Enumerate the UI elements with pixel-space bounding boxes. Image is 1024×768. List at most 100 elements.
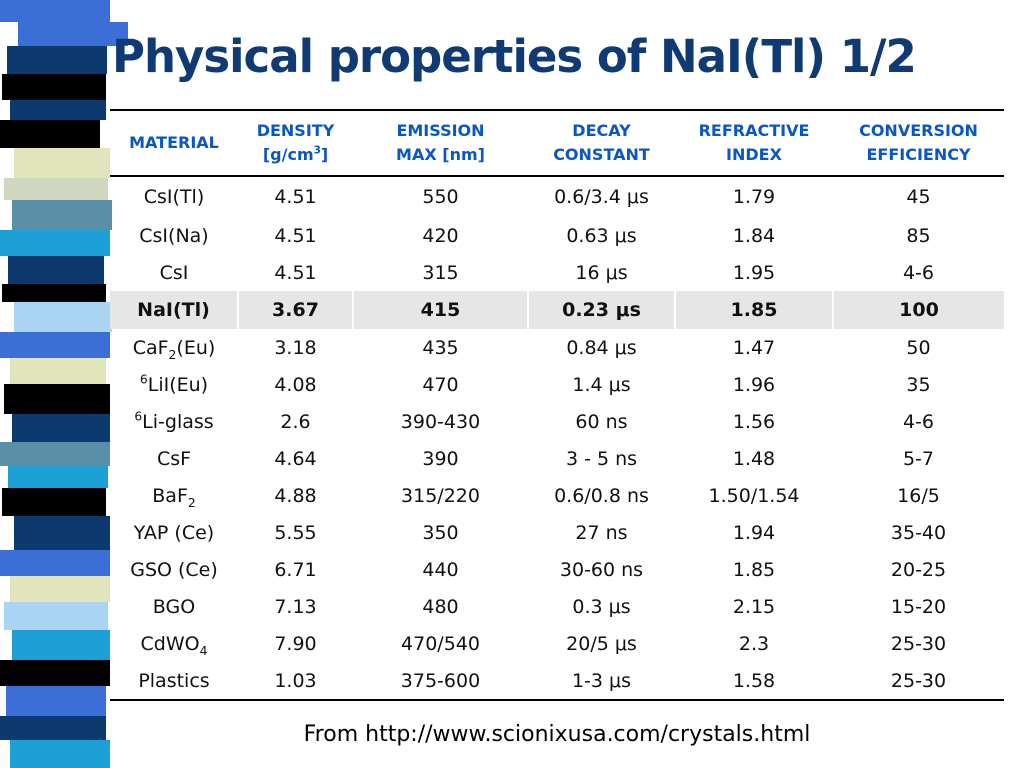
stripe-band: [18, 22, 128, 46]
material-cell: Plastics: [110, 662, 238, 700]
stripe-band: [2, 284, 106, 302]
table-row: 6Li-glass 2.6 390-430 60 ns 1.56 4-6: [110, 403, 1004, 440]
header-decay: DECAY CONSTANT: [528, 110, 675, 176]
density-cell: 7.13: [274, 595, 317, 618]
material-name: NaI(Tl): [137, 299, 210, 321]
emission-cell: 550: [422, 186, 459, 208]
stripe-band: [14, 516, 110, 550]
formula-subscript: 4: [199, 643, 208, 658]
density-cell: 6.71: [274, 558, 317, 581]
stripe-band: [0, 550, 110, 576]
refractive-cell: 1.95: [732, 261, 776, 284]
conversion-cell: 16/5: [897, 484, 940, 507]
slide-title: Physical properties of NaI(Tl) 1/2: [112, 30, 917, 83]
density-cell: 4.51: [274, 224, 317, 247]
refractive-cell: 2.15: [732, 595, 776, 618]
decay-cell: 0.6/0.8 ns: [554, 484, 649, 507]
material-cell: BGO: [110, 588, 238, 625]
refractive-cell: 1.84: [732, 224, 776, 247]
refractive-cell: 1.58: [732, 669, 776, 692]
stripe-band: [14, 302, 112, 332]
stripe-band: [7, 46, 107, 74]
density-cell: 4.51: [274, 186, 317, 208]
header-emission: EMISSION MAX [nm]: [353, 110, 528, 176]
refractive-cell: 2.3: [738, 632, 770, 655]
table-header: MATERIAL DENSITY [g/cm3] EMISSION MAX [nm] DE…: [110, 110, 1004, 176]
stripe-band: [0, 442, 110, 466]
conversion-cell: 15-20: [890, 595, 947, 618]
conversion-cell: 4-6: [902, 261, 935, 284]
header-line1: MATERIAL: [129, 133, 219, 152]
emission-cell: 435: [422, 336, 459, 359]
properties-table: MATERIAL DENSITY [g/cm3] EMISSION MAX [nm] DE…: [110, 109, 1004, 701]
conversion-cell: 85: [906, 224, 931, 247]
conversion-cell: 20-25: [890, 558, 947, 581]
conversion-cell: 100: [832, 291, 1004, 329]
decay-cell: 60 ns: [575, 410, 628, 433]
stripe-band: [0, 660, 110, 686]
refractive-cell: 1.96: [732, 373, 776, 396]
decay-cell: 3 - 5 ns: [565, 447, 638, 470]
material-name: Li-glass: [142, 410, 214, 433]
decay-cell: 1.4 μs: [572, 373, 631, 396]
emission-cell: 420: [422, 224, 459, 247]
header-line1: DECAY: [572, 121, 631, 140]
material-name: BGO: [152, 595, 196, 618]
stripe-band: [12, 630, 110, 660]
stripe-band: [14, 148, 110, 178]
header-line2: EFFICIENCY: [866, 145, 971, 164]
density-cell: 2.6: [280, 410, 311, 433]
stripe-band: [6, 686, 106, 716]
decay-cell: 0.23 μs: [527, 291, 675, 329]
header-refractive: REFRACTIVE INDEX: [675, 110, 833, 176]
material-cell: GSO (Ce): [110, 551, 238, 588]
refractive-cell: 1.85: [732, 558, 776, 581]
material-cell: CsF: [110, 440, 238, 477]
decay-cell: 27 ns: [575, 521, 628, 544]
stripe-band: [10, 740, 110, 768]
stripe-band: [8, 256, 104, 284]
material-cell: CsI: [110, 254, 238, 291]
stripe-band: [2, 488, 106, 516]
header-conversion: CONVERSION EFFICIENCY: [833, 110, 1004, 176]
stripe-band: [0, 0, 110, 22]
refractive-cell: 1.79: [732, 186, 776, 208]
emission-cell: 480: [422, 595, 459, 618]
header-line1: CONVERSION: [859, 121, 978, 140]
emission-cell: 350: [422, 521, 459, 544]
material-cell: 6LiI(Eu): [110, 366, 238, 403]
material-name: BaF: [152, 484, 188, 507]
material-name: CsI: [159, 261, 189, 284]
table-row: NaI(Tl) 3.67 415 0.23 μs 1.85 100: [110, 291, 1004, 329]
header-line1: EMISSION: [396, 121, 485, 140]
stripe-band: [12, 414, 110, 442]
material-name: Plastics: [138, 669, 210, 692]
material-suffix: (Eu): [176, 336, 216, 359]
density-cell: 7.90: [274, 632, 317, 655]
material-cell: CsI(Na): [110, 217, 238, 254]
table-row: CaF2(Eu) 3.18 435 0.84 μs 1.47 50: [110, 329, 1004, 366]
material-cell: 6Li-glass: [110, 403, 238, 440]
material-name: CsF: [156, 447, 192, 470]
header-line2: INDEX: [726, 145, 782, 164]
stripe-band: [10, 100, 106, 120]
refractive-cell: 1.94: [732, 521, 776, 544]
conversion-cell: 50: [906, 336, 931, 359]
material-cell: CaF2(Eu): [110, 329, 238, 366]
formula-subscript: 2: [187, 495, 196, 510]
header-line2: CONSTANT: [553, 145, 650, 164]
density-cell: 4.88: [274, 484, 317, 507]
conversion-cell: 35: [906, 373, 931, 396]
density-cell: 4.08: [274, 373, 317, 396]
decay-cell: 30-60 ns: [559, 558, 644, 581]
stripe-band: [4, 178, 108, 200]
emission-cell: 440: [422, 558, 459, 581]
refractive-cell: 1.50/1.54: [708, 484, 800, 507]
material-name: LiI(Eu): [147, 373, 209, 396]
table-row: CsF 4.64 390 3 - 5 ns 1.48 5-7: [110, 440, 1004, 477]
header-line2: MAX [nm]: [396, 145, 485, 164]
header-line1: REFRACTIVE: [698, 121, 810, 140]
material-name: CaF: [132, 336, 169, 359]
material-name: YAP (Ce): [133, 521, 215, 544]
header-line2-end: ]: [320, 145, 329, 164]
